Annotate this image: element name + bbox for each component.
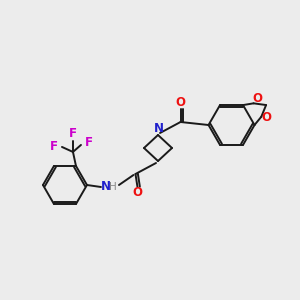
Text: O: O [133,187,142,200]
Text: O: O [176,97,185,110]
Text: N: N [154,122,164,134]
Text: O: O [261,111,271,124]
Text: N: N [101,181,111,194]
Text: O: O [253,92,262,105]
Text: F: F [85,136,93,149]
Text: H: H [109,182,117,192]
Text: F: F [69,128,77,140]
Text: F: F [50,140,58,153]
